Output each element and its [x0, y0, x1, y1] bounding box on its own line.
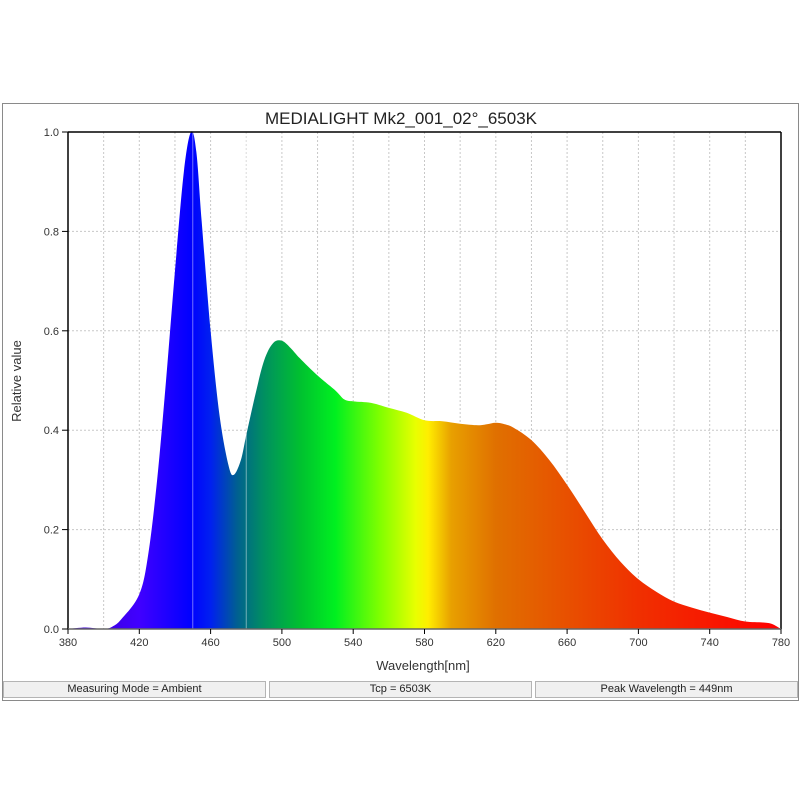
spectrum-chart: MEDIALIGHT Mk2_001_02°_6503K 380 420 460 50…: [9, 109, 790, 673]
svg-text:580: 580: [415, 637, 433, 649]
chart-title: MEDIALIGHT Mk2_001_02°_6503K: [265, 109, 538, 128]
svg-text:0.8: 0.8: [44, 226, 59, 238]
status-tcp: Tcp = 6503K: [269, 681, 532, 698]
svg-text:0.6: 0.6: [44, 326, 59, 338]
svg-text:460: 460: [201, 637, 219, 649]
svg-text:660: 660: [558, 637, 576, 649]
spectrum-area: [68, 131, 781, 630]
svg-text:700: 700: [629, 637, 647, 649]
y-axis-label: Relative value: [9, 340, 24, 422]
y-axis-ticks: 0.0 0.2 0.4 0.6 0.8 1.0: [44, 127, 68, 636]
chart-window: MEDIALIGHT Mk2_001_02°_6503K 380 420 460 50…: [2, 103, 799, 701]
x-axis-ticks: 380 420 460 500 540 580 620 660 700 740 780: [59, 629, 790, 649]
status-peak-wavelength: Peak Wavelength = 449nm: [535, 681, 798, 698]
svg-text:0.2: 0.2: [44, 525, 59, 537]
svg-text:420: 420: [130, 637, 148, 649]
svg-text:1.0: 1.0: [44, 127, 59, 139]
band-marker-lines: [192, 132, 247, 629]
svg-text:620: 620: [487, 637, 505, 649]
svg-text:780: 780: [772, 637, 790, 649]
svg-text:380: 380: [59, 637, 77, 649]
status-bar: Measuring Mode = Ambient Tcp = 6503K Pea…: [3, 681, 798, 698]
svg-text:740: 740: [701, 637, 719, 649]
svg-text:500: 500: [273, 637, 291, 649]
status-measuring-mode: Measuring Mode = Ambient: [3, 681, 266, 698]
svg-text:0.4: 0.4: [44, 425, 59, 437]
x-axis-label: Wavelength[nm]: [376, 658, 469, 673]
svg-text:540: 540: [344, 637, 362, 649]
svg-text:0.0: 0.0: [44, 624, 59, 636]
